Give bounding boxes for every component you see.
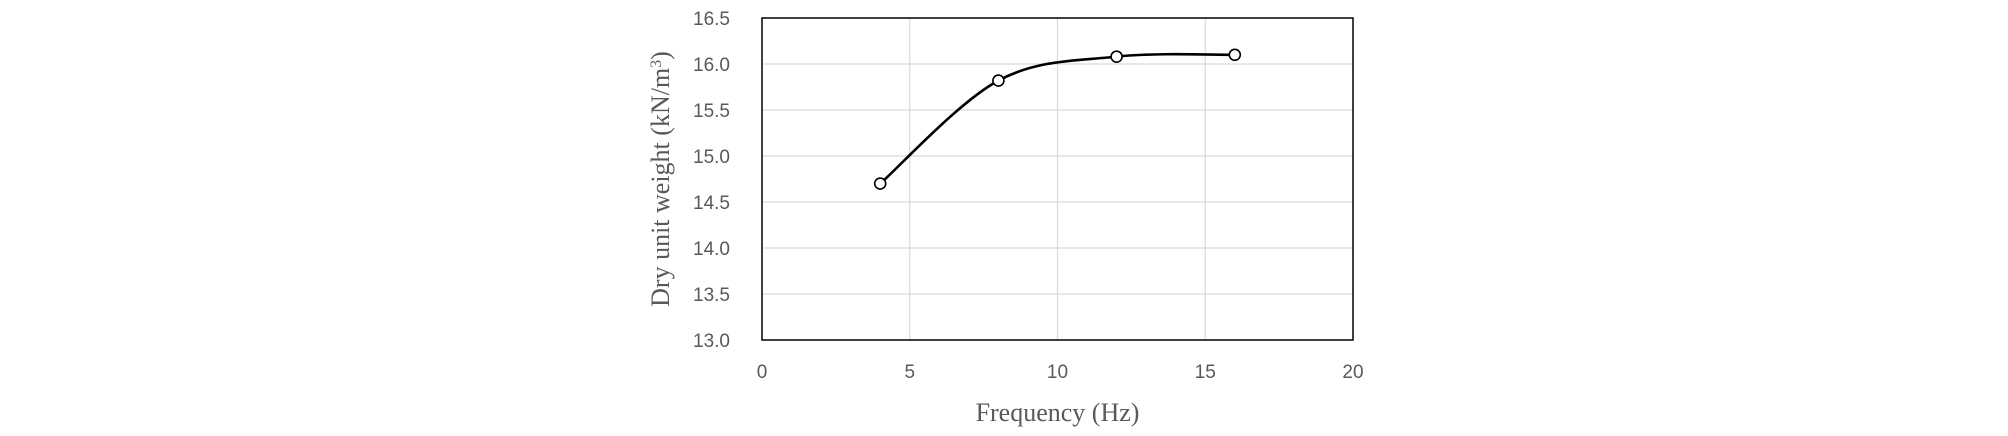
y-axis-title-close: ) [646, 51, 675, 60]
plot-area-frame [761, 17, 1354, 341]
y-axis-title-main: Dry unit weight (kN/m [646, 68, 675, 307]
gridlines [762, 18, 1353, 340]
data-point [992, 74, 1005, 87]
y-tick-label: 14.5 [693, 193, 730, 214]
x-axis-tick-labels: 0 5 10 15 20 [757, 362, 1364, 383]
x-tick-label: 0 [757, 362, 768, 383]
y-tick-label: 15.5 [693, 101, 730, 122]
y-tick-label: 16.5 [693, 9, 730, 30]
x-axis-title: Frequency (Hz) [976, 398, 1140, 427]
x-tick-label: 5 [904, 362, 915, 383]
data-point [1110, 50, 1123, 63]
y-axis-title-superscript: 3 [648, 60, 665, 68]
y-tick-label: 13.0 [693, 331, 730, 352]
data-points [873, 48, 1242, 190]
y-axis-tick-labels: 13.0 13.5 14.0 14.5 15.0 15.5 16.0 16.5 [693, 9, 730, 352]
y-tick-label: 14.0 [693, 239, 730, 260]
y-tick-label: 16.0 [693, 55, 730, 76]
data-point [1228, 48, 1242, 62]
y-axis-title: Dry unit weight (kN/m3) [646, 51, 675, 307]
data-point [873, 177, 887, 190]
x-tick-label: 10 [1047, 362, 1068, 383]
x-tick-label: 15 [1195, 362, 1216, 383]
x-tick-label: 20 [1342, 362, 1363, 383]
y-tick-label: 13.5 [693, 285, 730, 306]
series-line [879, 52, 1235, 185]
y-tick-label: 15.0 [693, 147, 730, 168]
